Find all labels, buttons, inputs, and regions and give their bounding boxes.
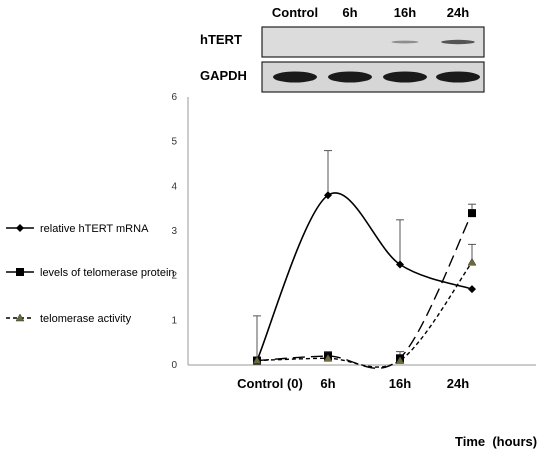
- y-tick-label: 6: [171, 92, 177, 103]
- data-point-2-1: [323, 353, 333, 362]
- line-chart: 0 1 2 3 4 5 6 Control (0) 6h 16h 24h Time (hours): [171, 92, 537, 449]
- blot-band-gapdh-1: [328, 71, 372, 83]
- blot-band-htert-2: [391, 40, 419, 44]
- lane-label-6h: 6h: [342, 5, 357, 20]
- legend-label-1: levels of telomerase protein: [40, 267, 175, 279]
- lane-label-control: Control: [272, 5, 318, 20]
- lane-label-16h: 16h: [394, 5, 416, 20]
- series-line-0: [256, 192, 473, 361]
- y-tick-label: 2: [171, 271, 177, 282]
- y-tick-label: 5: [171, 137, 177, 148]
- x-tick-label: Control (0): [237, 376, 303, 391]
- x-tick-label: 16h: [389, 376, 411, 391]
- data-point-2-0: [252, 356, 262, 364]
- data-point-0-2: [396, 260, 404, 269]
- series-line-1: [256, 212, 473, 369]
- data-point-2-2: [395, 356, 405, 364]
- y-tick-label: 3: [171, 226, 177, 237]
- blot-row-label-gapdh: GAPDH: [200, 68, 247, 83]
- western-blot: Control 6h 16h 24h hTERT GAPDH: [200, 5, 485, 93]
- blot-row-label-htert: hTERT: [200, 32, 242, 47]
- y-tick-label: 0: [171, 360, 177, 371]
- series-markers: [252, 191, 477, 365]
- legend-label-0: relative hTERT mRNA: [40, 223, 149, 235]
- legend: relative hTERT mRNA levels of telomerase …: [6, 223, 175, 325]
- y-tick-label: 1: [171, 315, 177, 326]
- data-point-0-1: [324, 191, 332, 200]
- x-tick-label: 6h: [320, 376, 335, 391]
- blot-lane-labels: Control 6h 16h 24h: [272, 5, 469, 20]
- error-bars: [253, 150, 476, 361]
- y-tick-label: 4: [171, 181, 177, 192]
- blot-band-gapdh-3: [436, 71, 480, 83]
- lane-label-24h: 24h: [447, 5, 469, 20]
- series-line-2: [256, 261, 473, 368]
- y-tick-labels: 0 1 2 3 4 5 6: [171, 92, 177, 371]
- blot-band-gapdh-2: [383, 71, 427, 83]
- legend-label-2: telomerase activity: [40, 313, 132, 325]
- legend-marker-2: [15, 313, 25, 322]
- blot-bands: [273, 39, 480, 83]
- data-point-2-3: [467, 257, 477, 266]
- series-lines: [256, 192, 473, 369]
- x-axis-title: Time (hours): [455, 434, 537, 449]
- x-tick-labels: Control (0) 6h 16h 24h: [237, 376, 469, 391]
- blot-band-gapdh-0: [273, 71, 317, 83]
- legend-marker-1: [16, 268, 24, 276]
- blot-band-htert-3: [441, 39, 475, 45]
- data-point-1-3: [468, 209, 476, 218]
- data-point-0-3: [468, 285, 476, 294]
- x-tick-label: 24h: [447, 376, 469, 391]
- legend-marker-0: [16, 224, 24, 232]
